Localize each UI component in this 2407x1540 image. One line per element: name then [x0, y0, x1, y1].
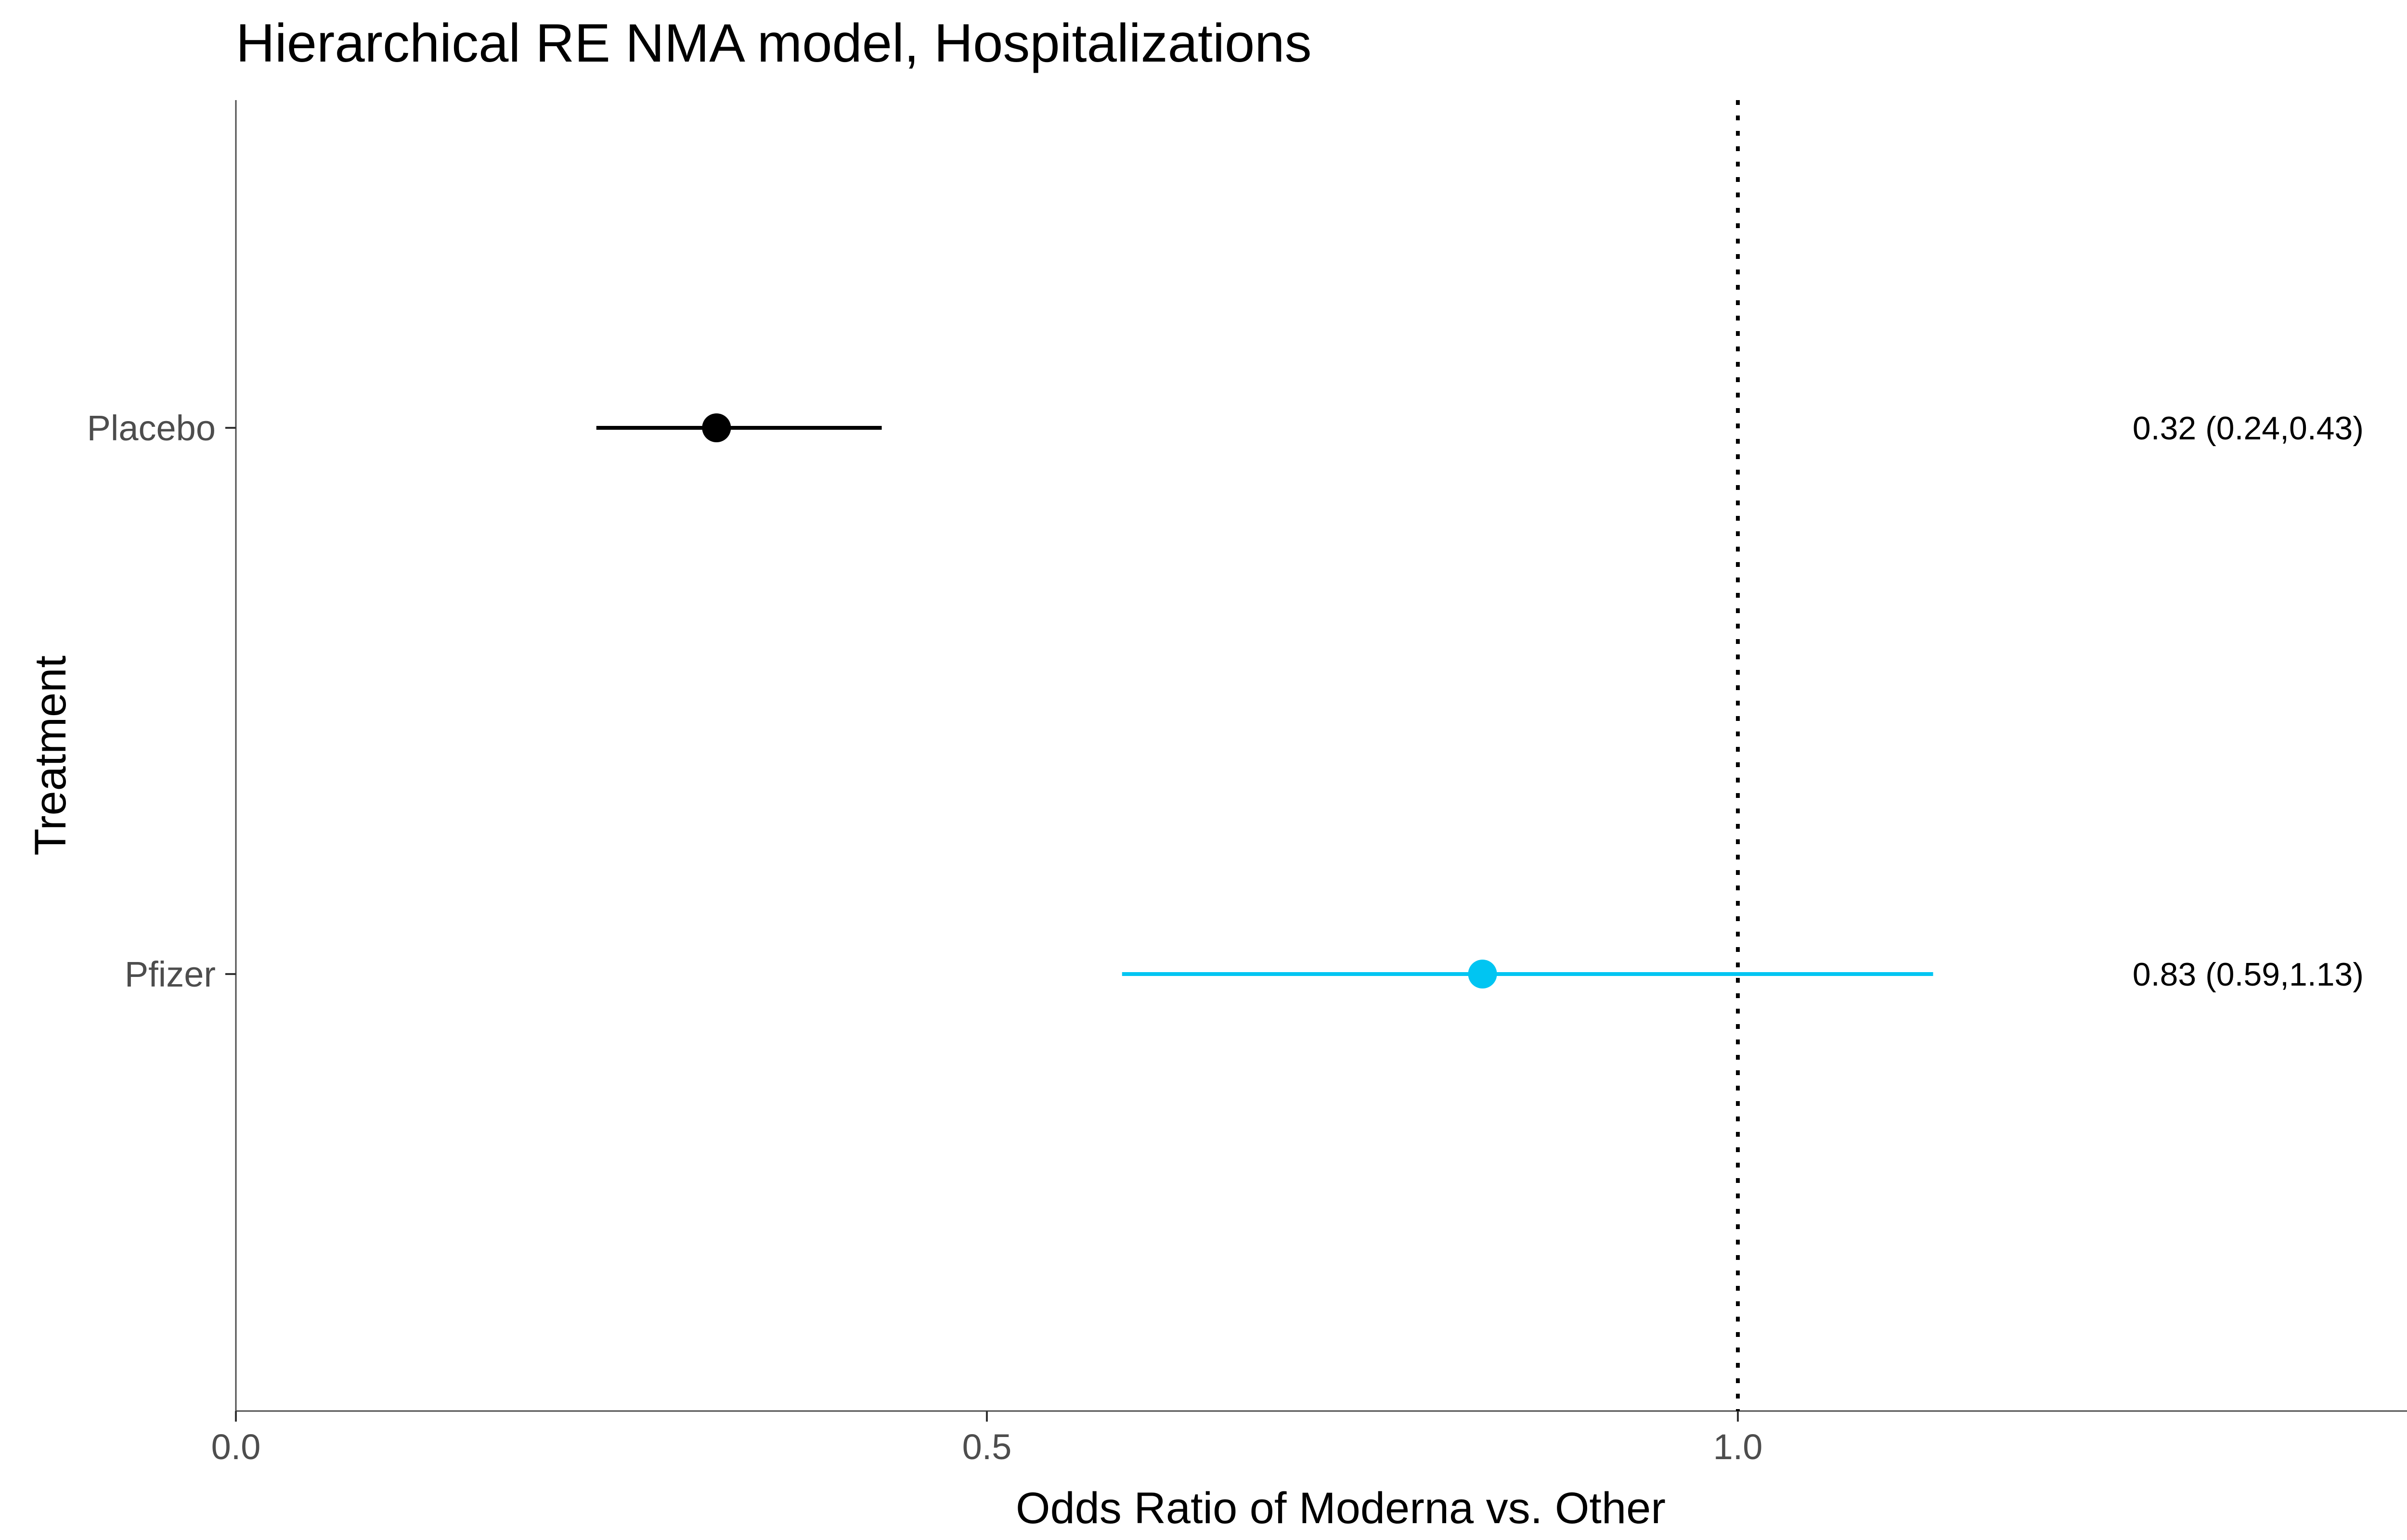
x-tick-label: 1.0	[1713, 1427, 1763, 1467]
point-estimate	[702, 413, 731, 442]
x-tick-label: 0.5	[962, 1427, 1012, 1467]
point-estimate	[1468, 960, 1497, 988]
x-axis-ticks: 0.0 0.5 1.0	[211, 1411, 1763, 1467]
estimate-label: 0.83 (0.59,1.13)	[2133, 956, 2364, 993]
y-axis-title: Treatment	[26, 655, 75, 856]
x-axis-title: Odds Ratio of Moderna vs. Other	[1016, 1484, 1666, 1533]
chart-title: Hierarchical RE NMA model, Hospitalizati…	[236, 13, 1312, 73]
y-axis-ticks: Placebo Pfizer	[87, 408, 236, 994]
estimate-label: 0.32 (0.24,0.43)	[2133, 410, 2364, 447]
y-tick-label: Pfizer	[125, 954, 216, 994]
estimate-labels: 0.32 (0.24,0.43) 0.83 (0.59,1.13)	[2133, 410, 2364, 993]
y-tick-label: Placebo	[87, 408, 216, 448]
x-tick-label: 0.0	[211, 1427, 261, 1467]
data-marks	[596, 413, 1933, 988]
